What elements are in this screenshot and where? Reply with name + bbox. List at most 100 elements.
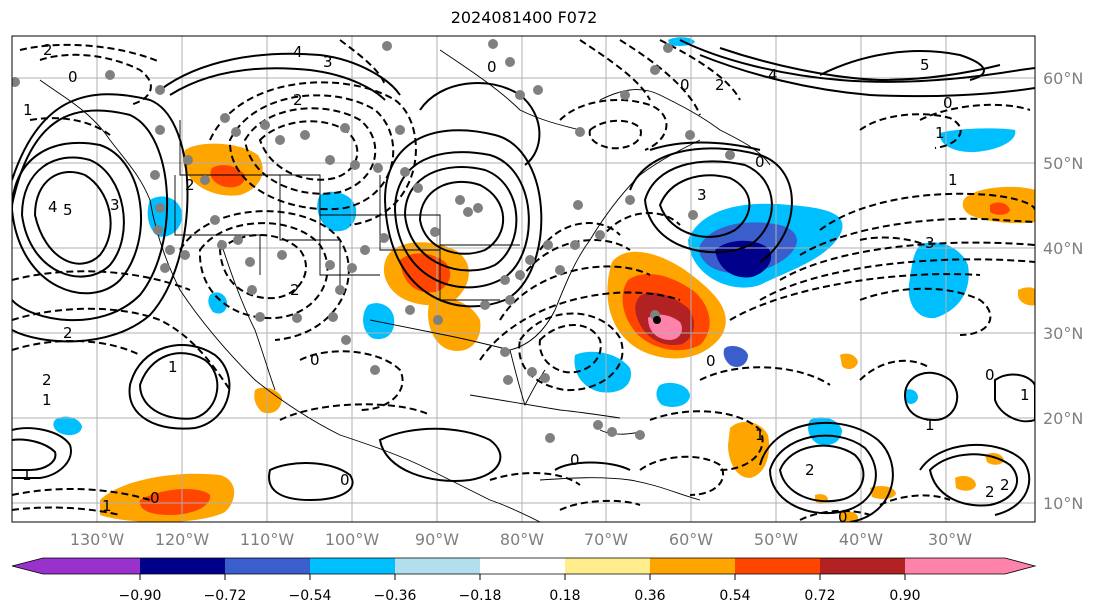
lon-label: 130°W — [70, 530, 125, 549]
colorbar-tick-label: 0.72 — [804, 588, 835, 604]
colorbar-tick-label: 0.18 — [549, 588, 580, 604]
contour-label: 1 — [755, 426, 765, 444]
map-background — [12, 36, 1035, 522]
contour-label: 2 — [1000, 476, 1010, 494]
dashed-contours — [12, 39, 1035, 521]
lon-label: 50°W — [754, 530, 798, 549]
contour-label: 1 — [42, 391, 52, 409]
positive-anomaly-patch-10 — [840, 511, 858, 522]
contour-label: 3 — [323, 53, 333, 71]
contour-label: 2 — [43, 41, 53, 59]
shaded-anomalies — [53, 37, 1035, 522]
contour-label: 2 — [63, 324, 73, 342]
contour-label: 0 — [150, 489, 160, 507]
cyclone-center-marker — [653, 316, 661, 324]
contour-label: 5 — [920, 56, 930, 74]
negative-anomaly-patch-12 — [723, 346, 748, 367]
contour-label: 4 — [768, 66, 778, 84]
colorbar-tick-label: −0.36 — [374, 588, 417, 604]
contour-label: 3 — [110, 196, 120, 214]
colorbar-tick-label: −0.54 — [289, 588, 332, 604]
lon-label: 70°W — [584, 530, 628, 549]
colorbar-ticks — [139, 574, 906, 580]
negative-anomaly-patch-3 — [574, 351, 631, 393]
colorbar-tick-label: 0.90 — [889, 588, 920, 604]
colorbar-segment — [735, 558, 820, 574]
longitude-labels: 130°W 120°W 110°W 100°W 90°W 80°W 70°W 6… — [70, 530, 972, 549]
contour-label: 0 — [570, 451, 580, 469]
contour-label: 2 — [293, 91, 303, 109]
colorbar-tick-label: −0.72 — [204, 588, 247, 604]
contour-label: 2 — [985, 483, 995, 501]
contour-label: 1 — [102, 497, 112, 515]
contour-label: 1 — [925, 416, 935, 434]
lat-label: 50°N — [1043, 154, 1083, 173]
contour-labels: 2 0 4 3 2 4 5 3 1 2 0 2 3 4 5 0 0 1 1 3 … — [22, 41, 1030, 526]
contour-label: 0 — [310, 351, 320, 369]
colorbar-segment — [395, 558, 480, 574]
contour-label: 1 — [168, 358, 178, 376]
solid-contours — [12, 39, 1035, 522]
station-markers — [12, 39, 735, 443]
contour-label: 0 — [943, 94, 953, 112]
contour-label: 0 — [340, 471, 350, 489]
positive-anomaly-patch-2 — [728, 421, 770, 478]
map-title: 2024081400 F072 — [450, 8, 598, 27]
contour-label: 2 — [185, 176, 195, 194]
lon-label: 30°W — [928, 530, 972, 549]
contour-label: 5 — [63, 201, 73, 219]
negative-anomaly-patch-8 — [939, 128, 1016, 153]
colorbar-outline — [11, 557, 1037, 575]
colorbar-segment — [140, 558, 225, 574]
contour-label: 0 — [680, 76, 690, 94]
negative-anomaly-na-core — [715, 240, 772, 278]
lon-label: 100°W — [325, 530, 380, 549]
colorbar-segment — [905, 558, 1035, 574]
contour-label: 3 — [925, 234, 935, 252]
negative-anomaly-patch-13 — [905, 389, 918, 404]
contour-label: 2 — [42, 371, 52, 389]
negative-anomaly-patch-5 — [363, 303, 395, 340]
contour-label: 4 — [48, 198, 58, 216]
colorbar: −0.90 −0.72 −0.54 −0.36 −0.18 0.18 0.36 … — [11, 557, 1037, 604]
lat-label: 30°N — [1043, 324, 1083, 343]
positive-anomaly-east-pacific-core — [139, 488, 211, 515]
map-body: 2 0 4 3 2 4 5 3 1 2 0 2 3 4 5 0 0 1 1 3 … — [12, 36, 1035, 526]
colorbar-tick-label: 0.36 — [634, 588, 665, 604]
lat-label: 40°N — [1043, 239, 1083, 258]
lat-label: 20°N — [1043, 409, 1083, 428]
contour-label: 1 — [23, 101, 33, 119]
lat-label: 10°N — [1043, 494, 1083, 513]
colorbar-segment — [650, 558, 735, 574]
positive-anomaly-pacific-nw-core — [210, 165, 246, 188]
lon-label: 80°W — [500, 530, 544, 549]
contour-label: 1 — [1020, 386, 1030, 404]
colorbar-segment — [480, 558, 565, 574]
contour-label: 0 — [755, 153, 765, 171]
contour-label: 3 — [697, 186, 707, 204]
contour-label: 0 — [487, 58, 497, 76]
lon-label: 120°W — [155, 530, 210, 549]
colorbar-tick-label: 0.54 — [719, 588, 750, 604]
contour-label: 0 — [985, 366, 995, 384]
contour-label: 4 — [293, 43, 303, 61]
colorbar-tick-label: −0.90 — [119, 588, 162, 604]
colorbar-segment — [565, 558, 650, 574]
negative-anomaly-patch-6 — [656, 382, 690, 407]
negative-anomaly-patch-9 — [208, 292, 228, 314]
positive-anomaly-patch-6 — [955, 476, 976, 491]
lon-label: 110°W — [240, 530, 295, 549]
colorbar-tick-label: −0.18 — [459, 588, 502, 604]
positive-anomaly-patch-5 — [1018, 287, 1035, 306]
contour-label: 1 — [935, 124, 945, 142]
colorbar-segment — [310, 558, 395, 574]
contour-label: 2 — [805, 461, 815, 479]
contour-label: 1 — [22, 466, 32, 484]
positive-anomaly-patch-1-core — [990, 202, 1010, 215]
colorbar-segment — [12, 558, 140, 574]
negative-anomaly-patch-10 — [53, 416, 82, 436]
lon-label: 90°W — [415, 530, 459, 549]
lat-label: 60°N — [1043, 69, 1083, 88]
contour-label: 0 — [838, 508, 848, 526]
